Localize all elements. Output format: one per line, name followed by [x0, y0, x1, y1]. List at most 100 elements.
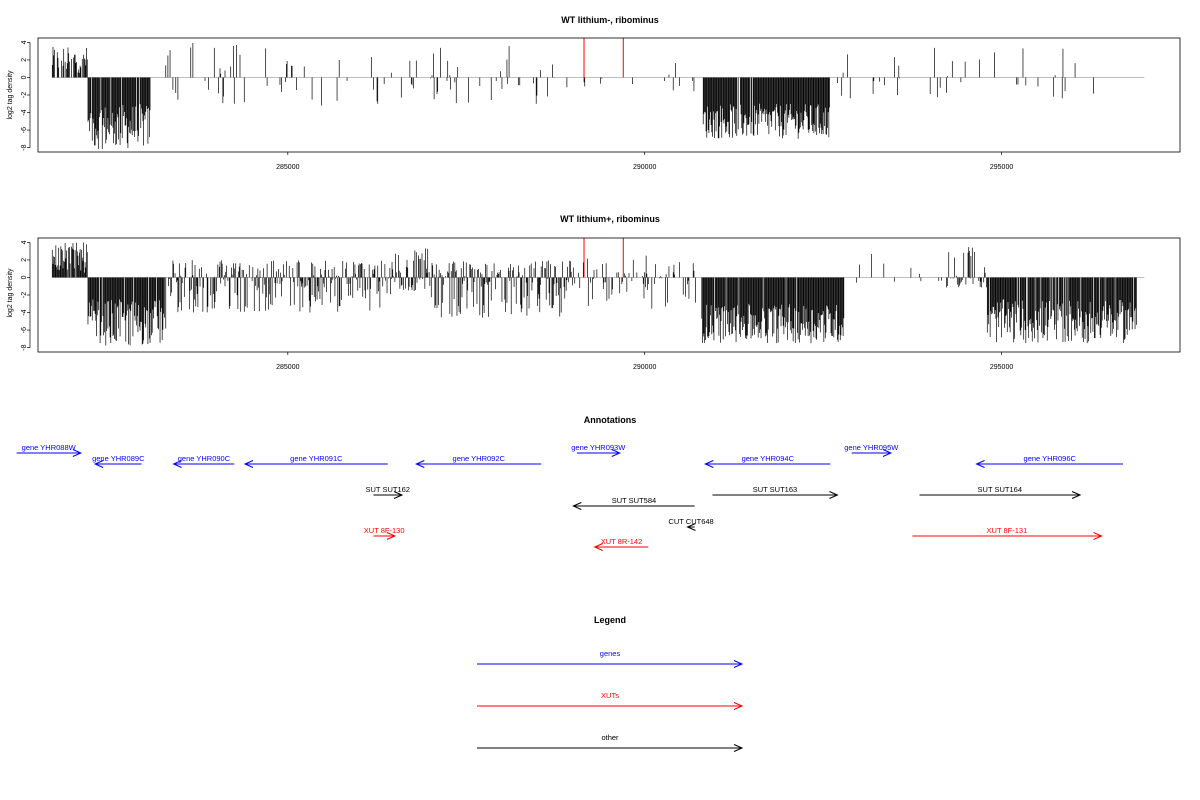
arrow-head [829, 491, 839, 499]
annotation-arrow: gene YHR088W [16, 443, 83, 457]
arrow-head [686, 523, 696, 531]
x-axis: 285000 290000 295000 [276, 352, 1013, 371]
y-tick-label: 4 [21, 40, 28, 44]
arrow-head [704, 460, 714, 468]
annotation-label: gene YHR088W [22, 443, 77, 452]
marker-lines [583, 238, 624, 278]
annotation-arrow: gene YHR093W [571, 443, 626, 457]
annotation-label: SUT SUT162 [366, 485, 410, 494]
annotations-title: Annotations [584, 415, 637, 425]
annotation-arrow: gene YHR092C [415, 454, 542, 468]
legend-label: XUTs [601, 691, 619, 700]
arrow-head [386, 532, 397, 540]
y-tick-label: -8 [21, 344, 28, 350]
annotation-label: gene YHR096C [1024, 454, 1077, 463]
annotation-arrow: SUT SUT164 [919, 485, 1082, 499]
annotation-label: gene YHR090C [178, 454, 231, 463]
annotation-label: gene YHR094C [742, 454, 795, 463]
arrow-head [393, 491, 404, 499]
x-tick-label: 285000 [276, 164, 299, 171]
y-tick-label: -6 [21, 327, 28, 333]
arrow-head [1071, 491, 1082, 499]
y-tick-label: 0 [21, 275, 28, 279]
legend-entry: XUTs [477, 691, 744, 710]
arrow-head [72, 449, 83, 457]
arrow-head [733, 744, 744, 752]
y-axis-label: log2 tag density [7, 70, 14, 120]
plot-frame [37, 37, 1181, 153]
y-tick-label: -2 [21, 92, 28, 98]
y-tick-label: 4 [21, 240, 28, 244]
panel-lithium-minus: WT lithium-, ribominus log2 tag density … [7, 15, 1181, 171]
arrow-head [593, 543, 603, 551]
arrow-head [733, 702, 744, 710]
arrow-head [882, 449, 893, 457]
annotation-label: gene YHR091C [290, 454, 343, 463]
legend-title: Legend [594, 615, 626, 625]
annotation-arrow: CUT CUT648 [668, 517, 714, 531]
annotation-label: gene YHR092C [453, 454, 506, 463]
annotation-arrow: gene YHR089C [92, 454, 145, 468]
arrow-head [172, 460, 182, 468]
annotation-arrow: gene YHR096C [975, 454, 1123, 468]
annotation-items: gene YHR088W gene YHR089C gene YHR090C gene… [16, 443, 1123, 551]
annotation-label: SUT SUT163 [753, 485, 797, 494]
x-tick-label: 290000 [633, 364, 656, 371]
bar-series [51, 43, 1145, 150]
annotation-label: gene YHR095W [844, 443, 899, 452]
bar-series [51, 242, 1145, 346]
y-tick-label: 2 [21, 58, 28, 62]
annotation-label: CUT CUT648 [668, 517, 713, 526]
y-tick-label: -6 [21, 127, 28, 133]
annotation-label: XUT 8R-142 [601, 537, 643, 546]
arrow-head [975, 460, 985, 468]
y-tick-label: -4 [21, 109, 28, 115]
y-axis-label: log2 tag density [7, 268, 14, 318]
annotation-arrow: XUT 8F-131 [912, 526, 1103, 540]
y-tick-label: -4 [21, 309, 28, 315]
arrow-head [1093, 532, 1103, 540]
chart-title: WT lithium+, ribominus [560, 214, 660, 224]
annotation-label: XUT 8F-130 [364, 526, 405, 535]
annotation-arrow: gene YHR094C [704, 454, 831, 468]
legend: Legend genes XUTs other [477, 615, 744, 752]
legend-entry: genes [477, 649, 744, 668]
annotation-arrow: SUT SUT163 [712, 485, 839, 499]
y-tick-label: 0 [21, 75, 28, 79]
x-tick-label: 285000 [276, 364, 299, 371]
y-tick-label: -8 [21, 144, 28, 150]
x-tick-label: 295000 [990, 164, 1013, 171]
y-axis: 4 2 0 -2 -4 -6 -8 [21, 40, 31, 151]
annotation-arrow: SUT SUT162 [366, 485, 410, 499]
arrow-head [611, 449, 621, 457]
legend-label: genes [600, 649, 621, 658]
annotation-label: XUT 8F-131 [987, 526, 1028, 535]
x-tick-label: 295000 [990, 364, 1013, 371]
arrow-head [572, 502, 582, 510]
annotation-arrow: XUT 8R-142 [593, 537, 649, 551]
x-tick-label: 290000 [633, 164, 656, 171]
y-axis: 4 2 0 -2 -4 -6 -8 [21, 240, 31, 351]
arrow-head [415, 460, 425, 468]
arrow-head [733, 660, 744, 668]
annotation-label: SUT SUT164 [978, 485, 1022, 494]
y-tick-label: -2 [21, 292, 28, 298]
annotation-arrow: XUT 8F-130 [364, 526, 405, 540]
annotation-label: gene YHR089C [92, 454, 145, 463]
legend-items: genes XUTs other [477, 649, 744, 752]
panel-lithium-plus: WT lithium+, ribominus log2 tag density … [7, 214, 1181, 371]
annotation-arrow: gene YHR090C [172, 454, 235, 468]
y-tick-label: 2 [21, 258, 28, 262]
legend-label: other [601, 733, 619, 742]
plot-frame [37, 237, 1181, 353]
arrow-head [93, 460, 104, 468]
annotation-label: gene YHR093W [571, 443, 626, 452]
annotation-label: SUT SUT584 [612, 496, 656, 505]
annotation-arrow: gene YHR095W [844, 443, 899, 457]
marker-lines [583, 38, 624, 78]
annotation-arrow: gene YHR091C [243, 454, 388, 468]
arrow-head [243, 460, 254, 468]
x-axis: 285000 290000 295000 [276, 152, 1013, 171]
